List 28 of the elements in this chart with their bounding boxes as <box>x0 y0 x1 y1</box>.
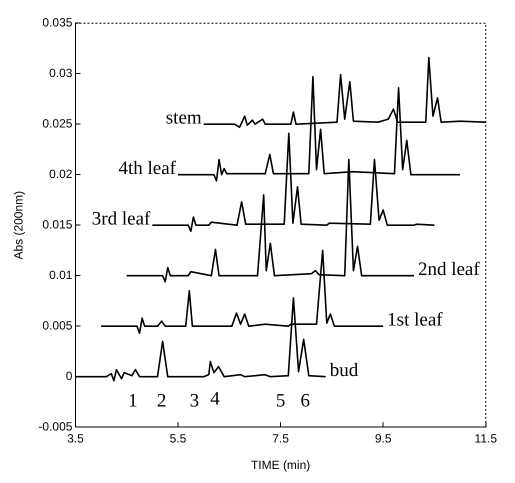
x-tick-label: 7.5 <box>272 432 290 446</box>
y-axis-title: Abs (200nm) <box>12 190 26 260</box>
y-tick-label: 0.015 <box>42 218 73 232</box>
y-tick-label: -0.005 <box>38 420 73 434</box>
annotation: 1 <box>128 390 138 412</box>
y-tick-label: 0.01 <box>49 268 73 282</box>
annotation: 3 <box>190 390 200 412</box>
x-tick-label: 11.5 <box>474 432 498 446</box>
series-label: 1st leaf <box>387 310 444 331</box>
x-tick-label: 3.5 <box>67 432 84 446</box>
y-tick-label: 0 <box>66 369 73 384</box>
y-tick-label: 0.03 <box>49 66 73 80</box>
x-axis-title: TIME (min) <box>250 458 310 472</box>
series-label: 4th leaf <box>118 158 177 180</box>
x-tick-label: 5.5 <box>170 432 187 446</box>
annotation: 4 <box>210 388 220 410</box>
series-label: bud <box>330 360 359 382</box>
annotation: 2 <box>156 390 166 412</box>
y-tick-label: 0.035 <box>42 16 73 30</box>
annotation: 5 <box>276 390 286 412</box>
annotation: 6 <box>300 390 310 412</box>
series-label: 2nd leaf <box>418 259 480 280</box>
y-tick-label: 0.025 <box>42 116 73 131</box>
series-label: 3rd leaf <box>92 208 152 230</box>
y-tick-label: 0.02 <box>49 167 73 182</box>
series-label: stem <box>166 108 202 129</box>
x-tick-label: 9.5 <box>374 432 392 446</box>
y-tick-label: 0.005 <box>42 318 73 333</box>
